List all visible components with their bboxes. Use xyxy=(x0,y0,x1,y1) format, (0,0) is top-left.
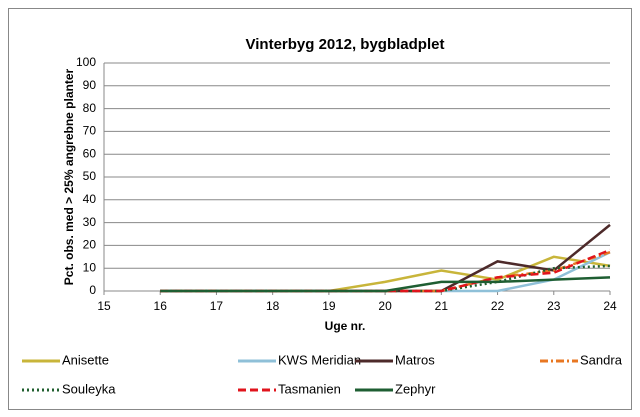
x-tick-label: 16 xyxy=(154,299,168,313)
x-tick-label: 17 xyxy=(210,299,224,313)
legend-text: Sandra xyxy=(580,352,623,367)
y-tick-label: 90 xyxy=(83,78,97,92)
chart-frame xyxy=(8,8,632,410)
x-tick-label: 21 xyxy=(435,299,449,313)
y-tick-label: 100 xyxy=(76,55,96,69)
x-tick-label: 24 xyxy=(603,299,617,313)
legend-text: Souleyka xyxy=(62,381,116,396)
chart-title: Vinterbyg 2012, bygbladplet xyxy=(246,36,445,53)
series-line xyxy=(160,264,611,293)
x-tick-label: 23 xyxy=(547,299,561,313)
y-tick-label: 40 xyxy=(83,192,97,206)
y-tick-label: 60 xyxy=(83,146,97,160)
y-axis-label: Pct. obs. med > 25% angrebne planter xyxy=(62,68,76,285)
x-tick-label: 19 xyxy=(322,299,336,313)
y-tick-label: 0 xyxy=(89,283,96,297)
series-line xyxy=(160,276,611,293)
y-tick-label: 70 xyxy=(83,124,97,138)
legend-text: KWS Meridian xyxy=(278,352,361,367)
legend-text: Anisette xyxy=(62,352,109,367)
y-tick-label: 20 xyxy=(83,238,97,252)
y-tick-label: 80 xyxy=(83,101,97,115)
x-tick-label: 22 xyxy=(491,299,505,313)
legend-text: Zephyr xyxy=(395,381,436,396)
legend-text: Matros xyxy=(395,352,435,367)
x-tick-label: 20 xyxy=(378,299,392,313)
y-tick-label: 10 xyxy=(83,260,97,274)
y-tick-label: 30 xyxy=(83,215,97,229)
legend-text: Tasmanien xyxy=(278,381,341,396)
x-tick-label: 15 xyxy=(97,299,111,313)
y-tick-label: 50 xyxy=(83,169,97,183)
x-tick-label: 18 xyxy=(266,299,280,313)
x-axis-label: Uge nr. xyxy=(325,319,366,333)
